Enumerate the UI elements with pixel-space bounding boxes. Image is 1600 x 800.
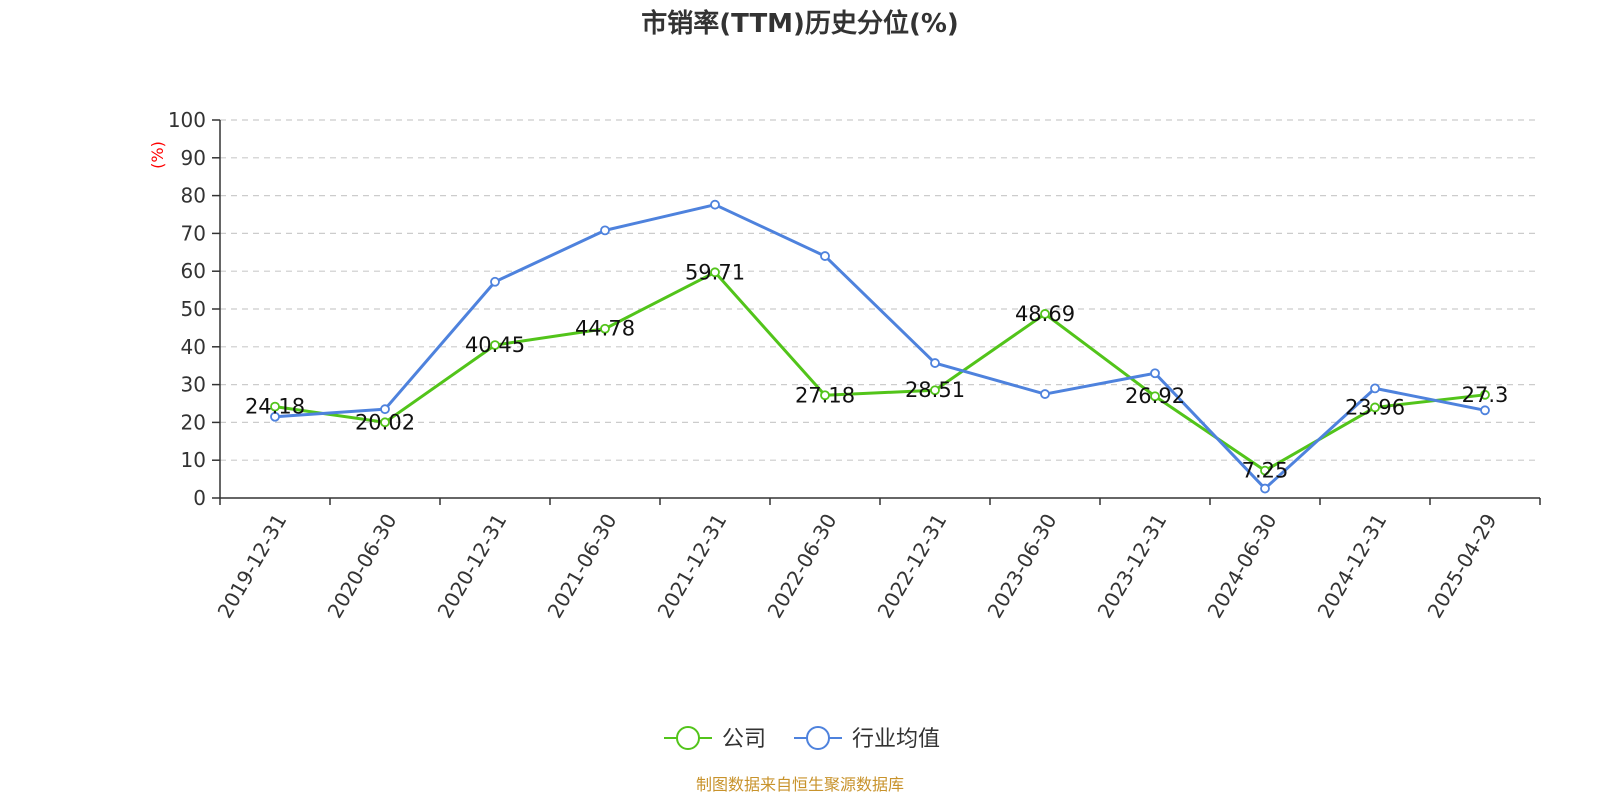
industry-series-point <box>1480 405 1490 416</box>
y-tick-label: 80 <box>181 184 206 208</box>
data-labels: 24.18 20.02 40.45 44.78 59.71 27.18 28.51 48.69… <box>245 260 1508 482</box>
company-series-point <box>600 323 610 334</box>
series-lines <box>270 199 1490 494</box>
x-tick-label: 2020-06-30 <box>323 510 402 623</box>
company-series-point <box>930 385 940 396</box>
industry-series-point <box>1260 483 1270 494</box>
company-series-point <box>490 340 500 350</box>
company-series-point <box>270 401 280 412</box>
company-series-line <box>274 270 1486 473</box>
x-tick-label: 2019-12-31 <box>213 510 292 623</box>
y-tick-label: 10 <box>181 448 206 472</box>
axes: 0 10 20 30 40 50 60 70 80 90 100 2019-12-31 2020-06-… <box>168 108 1541 623</box>
industry-series-point <box>710 199 720 210</box>
data-label: 7.25 <box>1242 459 1289 483</box>
data-label: 27.18 <box>795 383 855 407</box>
grid-lines <box>220 119 1540 461</box>
legend-label: 行业均值 <box>852 727 940 752</box>
x-tick-label: 2023-12-31 <box>1093 510 1172 623</box>
industry-series-point <box>270 411 280 422</box>
y-axis-unit: (%) <box>148 141 167 169</box>
y-tick-label: 50 <box>181 297 206 321</box>
data-label: 24.18 <box>245 395 305 419</box>
industry-series-point <box>600 225 610 236</box>
y-tick-label: 40 <box>181 335 206 359</box>
legend-marker <box>806 726 830 750</box>
data-label: 20.02 <box>355 410 415 434</box>
y-tick-label: 0 <box>193 486 206 510</box>
data-label: 23.96 <box>1345 395 1405 419</box>
company-series-point <box>1150 391 1160 402</box>
legend-marker <box>676 726 700 750</box>
y-tick-label: 60 <box>181 259 206 283</box>
company-series-point <box>1040 309 1050 319</box>
industry-series-point <box>930 358 940 368</box>
industry-series-line <box>274 203 1486 491</box>
industry-series-point <box>490 276 500 287</box>
industry-series-point <box>380 404 390 415</box>
source-note: 制图数据来自恒生聚源数据库 <box>696 775 904 794</box>
y-tick-label: 30 <box>181 373 206 397</box>
y-tick-label: 70 <box>181 221 206 245</box>
data-label: 27.3 <box>1462 383 1509 407</box>
x-tick-label: 2025-04-29 <box>1423 510 1502 623</box>
data-label: 40.45 <box>465 333 525 357</box>
x-tick-label: 2023-06-30 <box>983 510 1062 623</box>
x-tick-label: 2021-12-31 <box>653 510 732 623</box>
y-tick-label: 90 <box>181 146 206 170</box>
x-tick-label: 2024-06-30 <box>1203 510 1282 623</box>
data-label: 44.78 <box>575 317 635 341</box>
chart-title: 市销率(TTM)历史分位(%) <box>641 8 959 39</box>
x-tick-label: 2022-06-30 <box>763 510 842 623</box>
company-series-point <box>1480 389 1490 400</box>
company-series-point <box>710 267 720 278</box>
industry-series-point <box>820 251 830 261</box>
industry-series-point <box>1040 389 1050 399</box>
data-label: 28.51 <box>905 378 965 402</box>
company-series-point <box>820 390 830 401</box>
company-series-point <box>1260 465 1270 476</box>
x-tick-label: 2022-12-31 <box>873 510 952 623</box>
x-tick-label: 2024-12-31 <box>1313 510 1392 623</box>
legend-item-company[interactable]: 公司 <box>664 726 766 752</box>
industry-series-point <box>1370 383 1380 394</box>
industry-series-point <box>1150 368 1160 379</box>
data-label: 48.69 <box>1015 302 1075 326</box>
data-label: 26.92 <box>1125 384 1185 408</box>
x-tick-label: 2020-12-31 <box>433 510 512 623</box>
legend[interactable]: 公司 行业均值 <box>664 726 940 752</box>
legend-item-industry[interactable]: 行业均值 <box>794 726 940 752</box>
x-tick-label: 2021-06-30 <box>543 510 622 623</box>
y-tick-label: 100 <box>168 108 206 132</box>
company-series-point <box>1370 402 1380 413</box>
data-label: 59.71 <box>685 260 745 284</box>
company-series-point <box>380 417 390 428</box>
y-tick-label: 20 <box>181 410 206 434</box>
legend-label: 公司 <box>722 727 766 752</box>
